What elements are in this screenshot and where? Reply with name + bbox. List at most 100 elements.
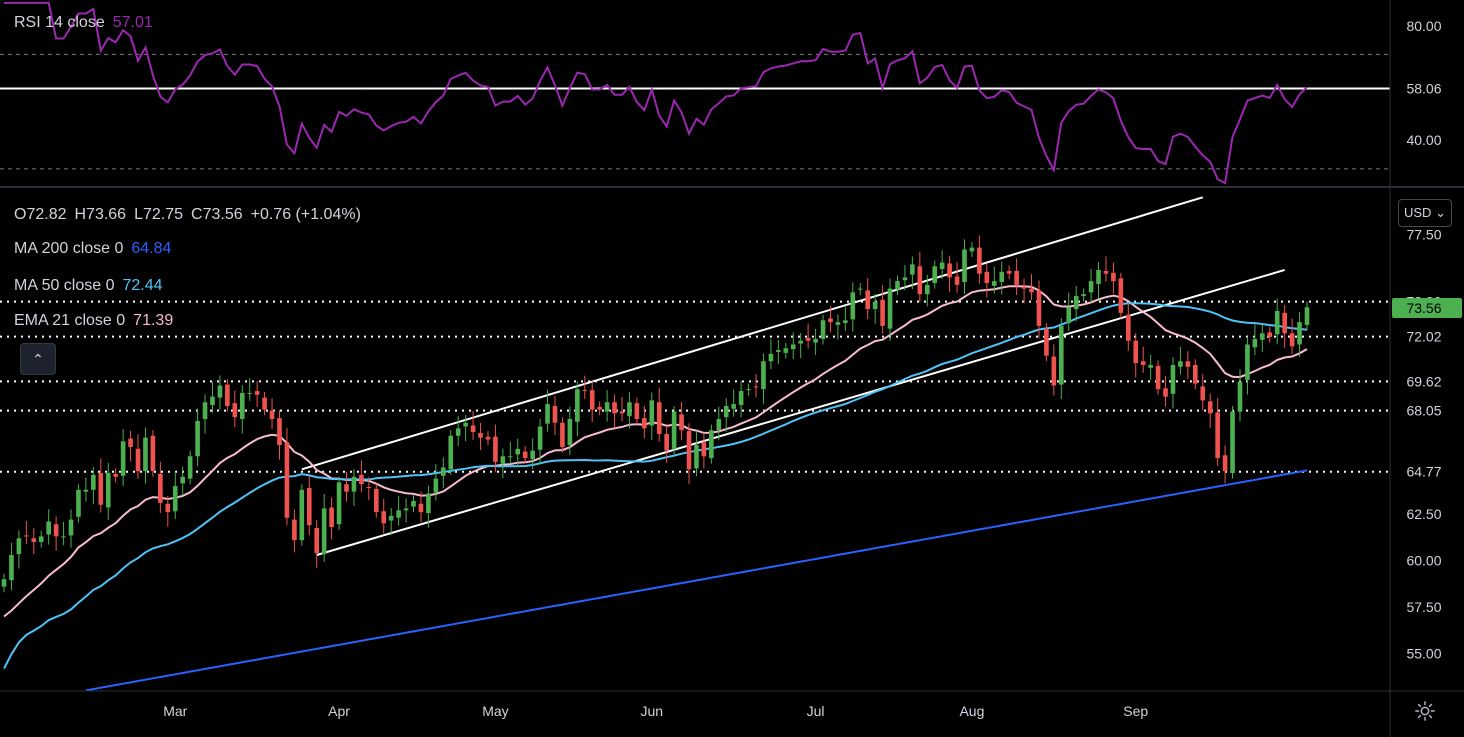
candle [180, 466, 186, 496]
candle-body [83, 489, 89, 492]
candle-body [46, 521, 51, 535]
candle-body [247, 392, 253, 394]
level-label: 69.62 [1406, 373, 1441, 389]
candle-body [1289, 333, 1295, 347]
candle [381, 498, 387, 534]
candle [746, 383, 751, 396]
candle [61, 521, 66, 546]
ema21-legend: EMA 21 close 0 71.39 [14, 312, 173, 330]
time-tick-label: Apr [328, 703, 350, 719]
candle [366, 476, 372, 501]
candle [1073, 285, 1079, 322]
ohlc-high: H73.66 [74, 206, 127, 223]
candle [582, 375, 588, 399]
candle [1207, 393, 1213, 428]
candle [113, 468, 118, 483]
candle [947, 255, 952, 292]
rsi-pane [0, 1, 1390, 185]
candle [448, 430, 454, 475]
collapse-legend-button[interactable]: ⌃ [20, 343, 56, 375]
candle [656, 387, 662, 442]
candle-body [128, 438, 133, 447]
candle-body [158, 473, 163, 503]
candle-body [172, 486, 178, 512]
candle [627, 392, 632, 429]
candle [612, 394, 617, 428]
price-tick-label: 55.00 [1406, 646, 1441, 662]
candle [910, 256, 915, 290]
candle-body [642, 418, 647, 429]
candle-body [716, 419, 722, 431]
candle-body [761, 361, 766, 390]
candle [277, 410, 282, 460]
ema21-label: EMA 21 close 0 [14, 312, 126, 329]
candle [16, 530, 22, 569]
candle [1304, 301, 1310, 331]
candle-body [917, 266, 923, 295]
candle-body [783, 348, 789, 353]
candle [939, 250, 945, 280]
candle-body [448, 435, 454, 470]
candle [493, 424, 498, 472]
candle-body [694, 445, 699, 469]
candle-body [820, 320, 826, 339]
candle [790, 332, 796, 360]
ma200-line [85, 469, 1308, 692]
candle-body [440, 467, 446, 476]
ma50-line [3, 302, 1308, 670]
candle-body [232, 403, 238, 418]
candle [254, 381, 260, 408]
candle [820, 314, 826, 345]
candle [597, 401, 602, 416]
candle [1222, 445, 1228, 484]
candle [753, 374, 759, 398]
candle-body [552, 405, 558, 423]
candle-body [731, 404, 736, 409]
candle [619, 397, 625, 422]
ma50-label: MA 50 close 0 [14, 277, 115, 294]
candle-body [1274, 310, 1280, 335]
currency-selector[interactable]: USD ⌄ [1398, 199, 1452, 227]
candle [664, 423, 669, 463]
candle [306, 475, 312, 536]
candle [46, 509, 51, 545]
candle [396, 495, 401, 526]
candle [336, 476, 342, 530]
candle-body [545, 404, 550, 424]
candle [329, 497, 334, 540]
candle [1297, 312, 1302, 357]
ma200-legend: MA 200 close 0 64.84 [14, 240, 171, 258]
candle [1029, 274, 1034, 301]
candle-body [1230, 411, 1235, 474]
candle [1103, 256, 1109, 282]
candle [1237, 369, 1243, 422]
candle [9, 542, 14, 591]
gear-icon[interactable] [1414, 700, 1436, 722]
candle [813, 328, 818, 355]
candle [575, 381, 580, 437]
last-price-tag [1392, 297, 1462, 318]
candle [158, 461, 163, 513]
trend-channel [301, 196, 1285, 556]
candle-body [701, 442, 707, 457]
candle [232, 390, 238, 428]
candle [135, 434, 141, 479]
candle-body [321, 508, 327, 555]
candle-body [835, 322, 841, 325]
candle-body [1058, 325, 1064, 385]
candle [128, 430, 133, 462]
candle-body [336, 482, 342, 525]
candle-body [671, 411, 677, 449]
candle-body [1021, 286, 1027, 289]
candle [671, 405, 677, 455]
candle-body [1103, 270, 1109, 274]
candle-body [1088, 281, 1094, 293]
ma50-legend: MA 50 close 0 72.44 [14, 277, 163, 295]
candle [649, 392, 655, 441]
candle [545, 389, 550, 432]
candle-body [426, 493, 431, 514]
candle-body [843, 320, 848, 324]
candle-body [560, 422, 565, 447]
candle [1252, 324, 1258, 356]
candle [485, 431, 491, 446]
